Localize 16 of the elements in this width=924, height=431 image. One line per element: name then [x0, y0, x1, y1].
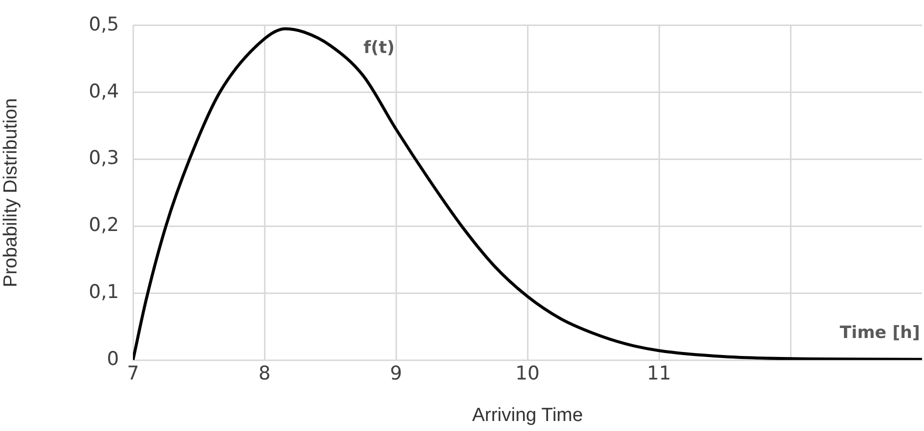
x-tick-label: 11: [646, 362, 672, 384]
series-label: f(t): [364, 38, 395, 58]
line-series: [133, 27, 922, 360]
x-tick-label: 10: [515, 362, 540, 384]
y-tick-label: 0,2: [88, 214, 119, 236]
y-axis-title: Probability Distribution: [0, 98, 22, 288]
x-axis-title: Arriving Time: [472, 404, 583, 426]
x-tick-label: 9: [390, 362, 402, 384]
x-tick-label: 8: [258, 362, 271, 384]
y-tick-label: 0: [106, 348, 119, 370]
y-tick-label: 0,3: [88, 147, 119, 170]
annotation: Time [h]: [840, 322, 920, 343]
y-tick-label: 0,5: [88, 13, 119, 36]
y-tick-label: 0,1: [88, 281, 119, 304]
y-tick-label: 0,4: [88, 80, 119, 102]
x-tick-label: 7: [126, 362, 140, 384]
